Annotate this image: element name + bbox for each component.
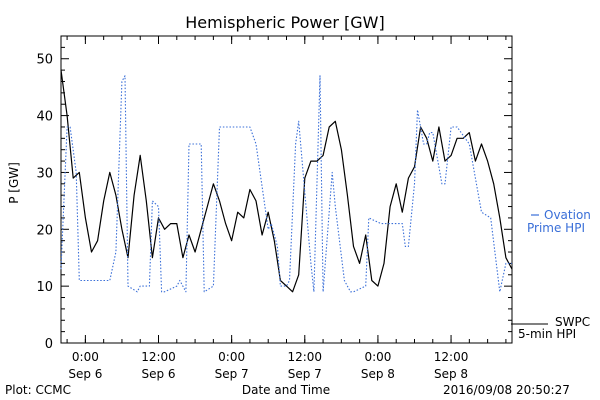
- x-tick-label-time: 0:00: [218, 350, 245, 364]
- x-tick-label-date: Sep 7: [288, 367, 322, 381]
- x-tick-label-date: Sep 6: [68, 367, 102, 381]
- x-tick-label-time: 0:00: [364, 350, 391, 364]
- y-axis: 0 10 20 30 40 50: [36, 35, 512, 352]
- x-tick-label-date: Sep 6: [141, 367, 175, 381]
- legend-swpc: SWPC 5-min HPI: [511, 315, 590, 341]
- x-tick-label-time: 12:00: [141, 350, 176, 364]
- y-tick-label: 0: [45, 337, 53, 352]
- y-tick-label: 20: [36, 223, 53, 238]
- x-axis-label: Date and Time: [242, 383, 330, 397]
- y-tick-label: 10: [36, 280, 53, 295]
- ovation-hpi-line: [60, 75, 512, 293]
- y-axis-label: P [GW]: [7, 162, 21, 204]
- legend-ovation-label-2: Prime HPI: [527, 221, 585, 235]
- series-layer: [60, 70, 513, 293]
- legend-ovation: Ovation Prime HPI: [527, 208, 591, 235]
- timestamp-label: 2016/09/08 20:50:27: [443, 383, 570, 397]
- x-tick-label-date: Sep 8: [434, 367, 468, 381]
- y-tick-label: 40: [36, 110, 53, 125]
- x-tick-label-time: 12:00: [434, 350, 469, 364]
- x-tick-label-date: Sep 8: [361, 367, 395, 381]
- legend-swpc-label-2: 5-min HPI: [518, 327, 576, 341]
- x-tick-label-date: Sep 7: [215, 367, 249, 381]
- y-tick-label: 50: [36, 53, 53, 68]
- chart-title: Hemispheric Power [GW]: [185, 13, 384, 32]
- x-axis: 0:00 Sep 6 12:00 Sep 6 0:00 Sep 7 12:00 Sep 7 0:…: [66, 36, 507, 381]
- x-tick-label-time: 0:00: [72, 350, 99, 364]
- credit-label: Plot: CCMC: [5, 383, 71, 397]
- x-tick-label-time: 12:00: [287, 350, 322, 364]
- legend-ovation-label-1: Ovation: [544, 208, 591, 222]
- plot-frame: [60, 35, 513, 344]
- plot-area: [60, 35, 513, 344]
- swpc-hpi-line: [60, 70, 513, 293]
- y-tick-label: 30: [36, 166, 53, 181]
- legend-swpc-label-1: SWPC: [555, 315, 590, 329]
